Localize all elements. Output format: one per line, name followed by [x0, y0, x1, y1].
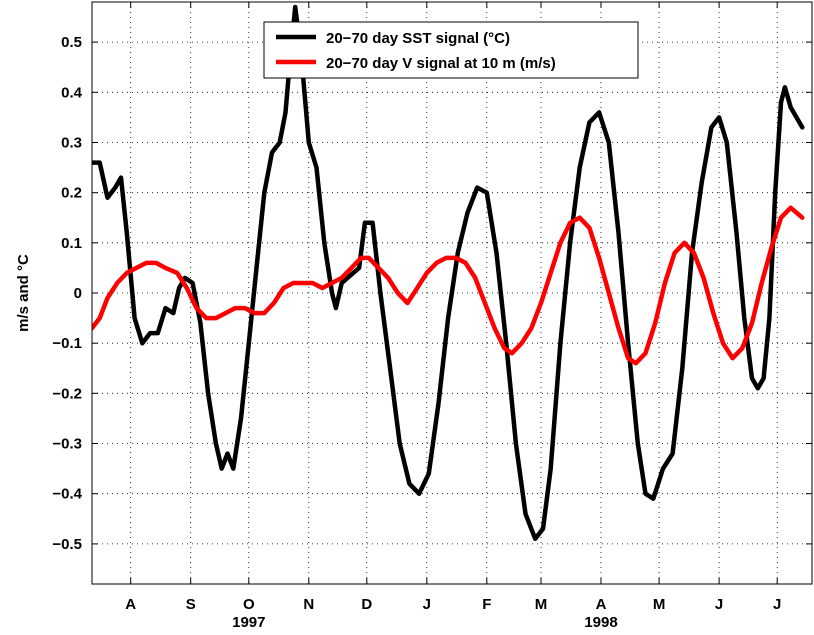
x-tick-label: O	[243, 596, 255, 613]
y-tick-label: 0.1	[61, 235, 82, 252]
x-tick-label: J	[715, 596, 723, 613]
x-tick-label: F	[482, 596, 491, 613]
y-tick-label: 0.4	[61, 84, 83, 101]
y-tick-label: −0.3	[52, 436, 82, 453]
y-tick-label: −0.5	[52, 536, 82, 553]
y-tick-label: 0.3	[61, 135, 82, 152]
x-tick-label: J	[773, 596, 781, 613]
y-tick-label: 0.2	[61, 185, 82, 202]
y-tick-label: 0	[74, 285, 82, 302]
legend: 20−70 day SST signal (°C) 20−70 day V si…	[263, 21, 639, 79]
x-tick-label: J	[423, 596, 431, 613]
series-layer	[92, 4, 805, 542]
x-tick-label: D	[361, 596, 372, 613]
y-tick-label: 0.5	[61, 34, 82, 51]
y-tick-label: −0.2	[52, 385, 82, 402]
y-tick-label: −0.4	[52, 486, 82, 503]
legend-label-wind: 20−70 day V signal at 10 m (m/s)	[326, 55, 556, 72]
x-year-label: 1998	[584, 614, 617, 631]
x-tick-label: N	[303, 596, 314, 613]
x-tick-label: A	[125, 596, 136, 613]
y-axis-label: m/s and °C	[15, 254, 32, 332]
axes: −0.5 −0.4 −0.3 −0.2 −0.1 0 0.1 0.2 0.3 0.4 0.5 A S O N…	[52, 2, 812, 631]
series-line-wind	[92, 205, 805, 366]
y-tick-label: −0.1	[52, 335, 82, 352]
x-tick-label: M	[535, 596, 548, 613]
legend-label-sst: 20−70 day SST signal (°C)	[326, 30, 510, 47]
x-tick-label: A	[596, 596, 607, 613]
x-tick-label: S	[186, 596, 196, 613]
series-line-sst	[92, 4, 805, 542]
x-tick-label: M	[653, 596, 666, 613]
x-year-label: 1997	[232, 614, 265, 631]
legend-box	[263, 21, 639, 79]
